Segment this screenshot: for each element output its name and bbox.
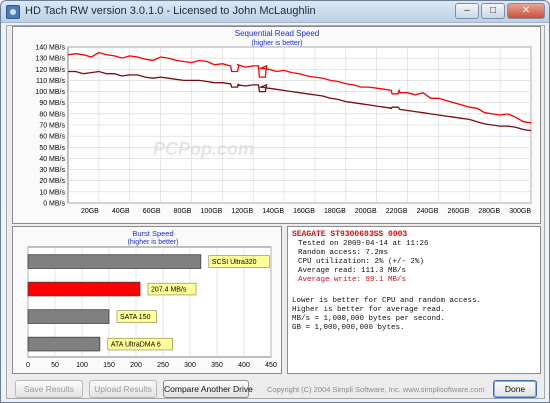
burst-tick-label: 400 (238, 362, 250, 369)
burst-tick-label: 100 (76, 362, 88, 369)
app-icon (6, 5, 20, 19)
burst-tick-label: 450 (265, 362, 277, 369)
burst-speed-chart: Burst Speed (higher is better) 0 50 100 150 20… (12, 226, 282, 374)
copyright-text: Copyright (C) 2004 Simpli Software, Inc.… (267, 385, 485, 394)
y-tick-label: 10 MB/s (39, 189, 65, 196)
x-tick-label: 260GB (447, 208, 469, 215)
note-average-read: Higher is better for average read. (292, 306, 446, 314)
sequential-read-chart: Sequential Read Speed (higher is better) 1… (12, 26, 541, 224)
burst-bar-label: ATA UltraDMA 6 (111, 342, 161, 349)
y-tick-label: 80 MB/s (39, 111, 65, 118)
upload-results-button[interactable]: Upload Results (89, 380, 157, 398)
x-tick-label: 200GB (355, 208, 377, 215)
burst-tick-label: 0 (26, 362, 30, 369)
y-tick-label: 0 MB/s (43, 201, 65, 208)
series-line-2 (68, 70, 532, 132)
sequential-read-plot: Sequential Read Speed (higher is better) 1… (35, 29, 532, 215)
x-tick-label: 20GB (81, 208, 99, 215)
burst-tick-label: 150 (103, 362, 115, 369)
y-tick-label: 100 MB/s (35, 89, 65, 96)
burst-label-box (147, 282, 197, 296)
y-tick-label: 70 MB/s (39, 123, 65, 130)
compare-drive-button[interactable]: Compare Another Drive (163, 380, 253, 398)
x-tick-label: 300GB (509, 208, 531, 215)
y-tick-label: 20 MB/s (39, 178, 65, 185)
x-tick-label: 100GB (201, 208, 223, 215)
y-tick-label: 50 MB/s (39, 145, 65, 152)
x-tick-label: 180GB (324, 208, 346, 215)
y-tick-label: 120 MB/s (35, 67, 65, 74)
x-tick-label: 60GB (143, 208, 161, 215)
average-read: Average read: 111.3 MB/s (298, 267, 407, 275)
x-tick-label: 240GB (417, 208, 439, 215)
y-tick-label: 60 MB/s (39, 134, 65, 141)
drive-name: SEAGATE ST9300603SS 0003 (292, 230, 408, 239)
y-tick-label: 30 MB/s (39, 167, 65, 174)
burst-subtitle: (higher is better) (128, 239, 179, 246)
note-cpu-random: Lower is better for CPU and random acces… (292, 297, 482, 305)
burst-label-box (116, 310, 157, 323)
x-tick-label: 160GB (293, 208, 315, 215)
close-button[interactable]: ✕ (507, 3, 545, 19)
chart-subtitle: (higher is better) (252, 40, 303, 47)
burst-bar (27, 309, 110, 324)
burst-bar (27, 281, 141, 297)
cpu-utilization: CPU utilization: 2% (+/- 2%) (298, 258, 425, 266)
y-tick-label: 130 MB/s (35, 56, 65, 63)
random-access: Random access: 7.2ms (298, 249, 389, 257)
tested-on: Tested on 2009-04-14 at 11:26 (298, 240, 429, 248)
note-mbs: MB/s = 1,000,000 bytes per second. (292, 315, 446, 323)
title-bar[interactable]: HD Tach RW version 3.0.1.0 - Licensed to… (1, 1, 549, 23)
burst-bar-label: 207.4 MB/s (151, 287, 187, 294)
burst-label-box (107, 337, 173, 351)
burst-bar (27, 336, 101, 352)
burst-label-box (208, 255, 270, 268)
y-tick-label: 110 MB/s (36, 78, 66, 85)
y-tick-label: 140 MB/s (35, 45, 65, 52)
burst-tick-label: 350 (211, 362, 223, 369)
burst-speed-plot: Burst Speed(higher is better) 0 50 100 150 20… (26, 229, 277, 369)
x-tick-label: 280GB (478, 208, 500, 215)
chart-title: Sequential Read Speed (235, 29, 320, 38)
x-tick-label: 120GB (231, 208, 253, 215)
x-tick-label: 40GB (112, 208, 130, 215)
burst-bar (27, 254, 202, 269)
burst-bar-label: SATA 150 (120, 314, 151, 321)
save-results-button[interactable]: Save Results (15, 380, 83, 398)
average-write: Average write: 99.1 MB/s (298, 276, 407, 284)
done-button[interactable]: Done (493, 380, 537, 398)
burst-title: Burst Speed (132, 229, 173, 238)
burst-bar-label: SCSI Ultra320 (212, 259, 257, 266)
results-panel: SEAGATE ST9300603SS 0003 Tested on 2009-… (287, 226, 541, 374)
burst-tick-label: 250 (157, 362, 169, 369)
note-gb: GB = 1,000,000,000 bytes. (292, 324, 405, 332)
x-tick-label: 140GB (262, 208, 284, 215)
x-tick-label: 80GB (174, 208, 192, 215)
watermark: PCPop.com (153, 139, 254, 159)
window-title: HD Tach RW version 3.0.1.0 - Licensed to… (25, 5, 316, 17)
minimize-button[interactable]: – (455, 3, 479, 19)
series-line-1 (67, 51, 532, 124)
y-tick-label: 40 MB/s (39, 156, 65, 163)
burst-tick-label: 50 (51, 362, 59, 369)
client-area: Sequential Read Speed (higher is better) 1… (6, 25, 545, 399)
burst-tick-label: 300 (184, 362, 196, 369)
x-tick-label: 220GB (386, 208, 408, 215)
maximize-button[interactable]: □ (481, 3, 505, 19)
burst-tick-label: 200 (130, 362, 142, 369)
y-tick-label: 90 MB/s (39, 100, 65, 107)
